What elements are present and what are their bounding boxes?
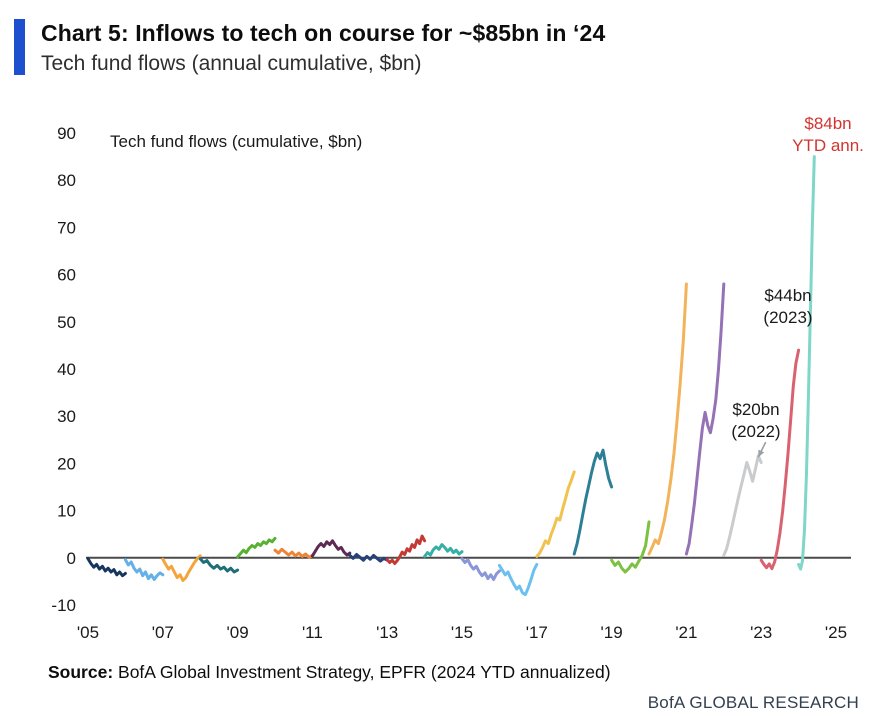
annotation-2024-value: $84bn (804, 114, 852, 133)
inplot-axis-title: Tech fund flows (cumulative, $bn) (110, 132, 363, 151)
source-line: Source: BofA Global Investment Strategy,… (48, 662, 611, 683)
x-tick-label: '15 (451, 623, 473, 642)
x-tick-label: '21 (675, 623, 697, 642)
chart-title: Chart 5: Inflows to tech on course for ~… (41, 20, 606, 46)
title-accent-bar (14, 19, 25, 75)
source-text: BofA Global Investment Strategy, EPFR (2… (113, 662, 611, 682)
x-tick-label: '11 (302, 623, 323, 642)
series-line-2009 (236, 536, 277, 559)
annotation-2024-caption: YTD ann. (792, 136, 864, 156)
series-line-2010 (273, 547, 314, 559)
series-line-2005 (86, 557, 127, 578)
x-tick-label: '17 (526, 623, 548, 642)
annotation-2023: $44bn (2023) (745, 285, 831, 329)
series-line-2023 (759, 348, 801, 571)
annotation-arrowhead (758, 449, 765, 458)
title-block: Chart 5: Inflows to tech on course for ~… (41, 19, 605, 76)
x-tick-label: '09 (227, 623, 249, 642)
series-line-2007 (161, 554, 202, 582)
source-label: Source: (48, 662, 114, 682)
y-tick-label: 50 (57, 313, 76, 332)
series-line-2024 (797, 155, 816, 571)
y-tick-label: 0 (67, 549, 76, 568)
y-tick-label: 10 (57, 502, 76, 521)
chart-subtitle: Tech fund flows (annual cumulative, $bn) (41, 51, 422, 75)
series-line-2014 (423, 543, 464, 558)
x-tick-label: '13 (376, 623, 398, 642)
series-line-2015 (460, 557, 501, 581)
x-tick-label: '23 (750, 623, 772, 642)
y-tick-label: 20 (57, 454, 76, 473)
series-line-2006 (123, 558, 165, 581)
brand-text: BofA GLOBAL RESEARCH (647, 693, 859, 712)
chart-plot: 90 80 70 60 50 40 30 20 10 0 -10'05 '07 '09 '11 '13 '15… (51, 124, 851, 642)
series-line-2011 (310, 539, 352, 558)
y-tick-label: 70 (57, 218, 76, 237)
series-line-2008 (198, 557, 240, 574)
y-tick-label: 30 (57, 407, 76, 426)
series-line-2016 (497, 562, 539, 597)
series-line-2012 (348, 553, 389, 563)
chart-header: Chart 5: Inflows to tech on course for ~… (14, 19, 605, 76)
annotation-2022-value: $20bn (732, 400, 780, 419)
series-line-2020 (647, 282, 688, 556)
y-tick-label: 80 (57, 171, 76, 190)
series-line-2013 (385, 534, 427, 565)
series-line-2019 (610, 520, 651, 574)
y-tick-label: -10 (51, 596, 76, 615)
x-tick-label: '19 (601, 623, 623, 642)
annotation-2023-caption: (2023) (763, 308, 813, 328)
y-tick-label: 40 (57, 360, 76, 379)
annotation-2023-value: $44bn (764, 286, 812, 305)
x-tick-label: '05 (77, 623, 99, 642)
series-line-2022 (722, 454, 763, 557)
x-tick-label: '07 (152, 623, 174, 642)
series-line-2021 (684, 282, 726, 556)
annotation-2022-caption: (2022) (731, 422, 781, 442)
annotation-2022: $20bn (2022) (713, 399, 799, 443)
y-tick-label: 90 (57, 124, 76, 143)
y-tick-label: 60 (57, 266, 76, 285)
annotation-2024: $84bn YTD ann. (785, 113, 871, 157)
chart-area: 90 80 70 60 50 40 30 20 10 0 -10'05 '07 '09 '11 '13 '15… (0, 105, 885, 665)
x-tick-label: '25 (825, 623, 847, 642)
series-line-2018 (572, 448, 614, 556)
series-line-2017 (535, 470, 576, 558)
